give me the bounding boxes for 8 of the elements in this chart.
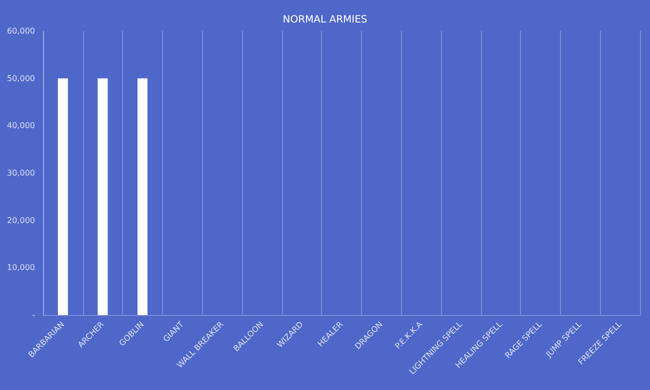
y-tick-label: 30,000	[7, 168, 35, 178]
y-tick-label: 60,000	[7, 26, 35, 36]
y-tick-label: 50,000	[7, 74, 35, 83]
chart-title: NORMAL ARMIES	[282, 14, 368, 26]
y-tick-label: -	[32, 310, 36, 320]
y-tick-label: 20,000	[7, 216, 35, 225]
y-tick-label: 40,000	[7, 121, 35, 130]
y-tick-label: 10,000	[7, 263, 35, 272]
